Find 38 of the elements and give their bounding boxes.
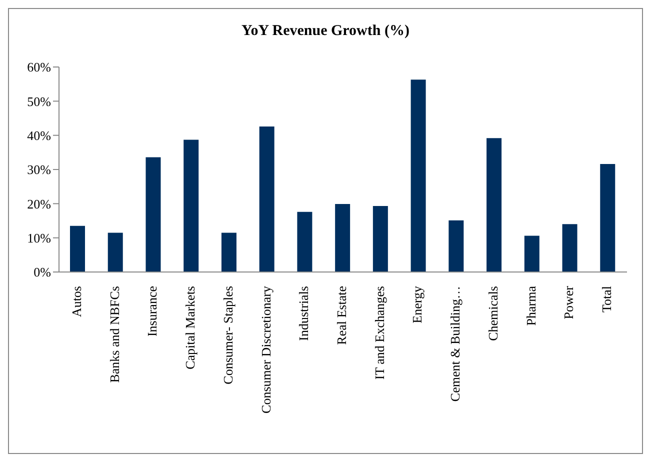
y-tick-label: 20% (27, 196, 52, 212)
x-tick-label: Cement & Building… (448, 286, 463, 402)
bar (486, 138, 502, 272)
x-tick-label: Total (599, 286, 614, 313)
chart-title: YoY Revenue Growth (%) (240, 23, 410, 41)
bar (524, 236, 540, 272)
x-tick-label: Banks and NBFCs (106, 286, 122, 383)
bar (184, 140, 199, 272)
bar (259, 126, 274, 272)
bar (372, 206, 388, 272)
bar (70, 226, 85, 272)
bar (108, 232, 123, 272)
bar (297, 212, 312, 272)
x-tick-label: Insurance (144, 286, 160, 337)
bar (221, 232, 236, 272)
x-tick-label: Power (561, 285, 576, 320)
x-tick-label: IT and Exchanges (372, 286, 387, 380)
y-tick-label: 0% (34, 264, 52, 280)
x-tick-label: Pharma (523, 286, 538, 326)
y-tick-label: 30% (27, 162, 52, 178)
x-tick-label: Chemicals (485, 286, 500, 341)
bar (410, 80, 426, 272)
x-tick-label: Capital Markets (182, 286, 198, 370)
x-tick-label: Consumer Discretionary (258, 286, 274, 414)
x-tick-label: Energy (410, 286, 425, 324)
bar (335, 204, 350, 272)
y-tick-label: 60% (27, 60, 52, 75)
bar (146, 157, 161, 272)
y-tick-label: 50% (27, 94, 52, 109)
bar (600, 164, 616, 272)
x-tick-label: Real Estate (334, 286, 349, 345)
bar (562, 224, 578, 272)
y-tick-label: 40% (27, 128, 52, 143)
y-tick-label: 10% (27, 230, 52, 246)
x-tick-label: Autos (68, 286, 84, 318)
x-tick-label: Consumer- Staples (220, 286, 236, 384)
x-tick-label: Industrials (296, 286, 312, 341)
bar (448, 220, 464, 272)
